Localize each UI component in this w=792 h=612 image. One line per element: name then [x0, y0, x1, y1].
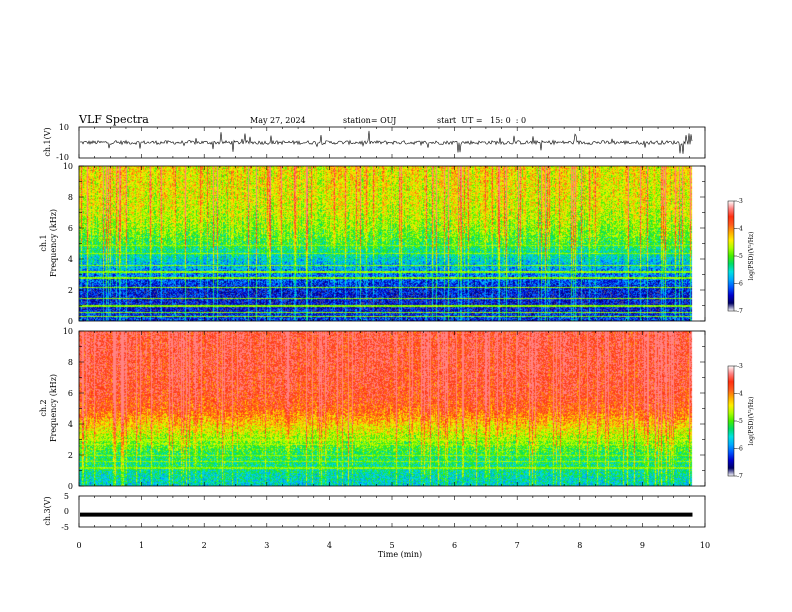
ch1-colorbar-label: log(PSD)(V²/Hz)	[748, 232, 755, 281]
ch1-colorbar-tick-label: -4	[737, 226, 743, 233]
spec2-ytick-label: 8	[68, 358, 73, 367]
ch2-colorbar-tick-label: -5	[737, 418, 743, 425]
ch1-colorbar-tick-label: -6	[737, 281, 743, 288]
ch1-waveform-trace	[79, 130, 693, 154]
ch2-colorbar-tick-label: -4	[737, 391, 743, 398]
ch2-spectrogram-heatmap	[79, 331, 705, 486]
ch2-spectrogram-ylabel-channel: ch.2	[39, 399, 48, 416]
ch1-spectrogram-y-ticks: 0 2 4 6 8 10	[63, 162, 705, 326]
ch1-colorbar-tick-label: -3	[737, 198, 743, 205]
time-axis-tick-label: 2	[202, 541, 207, 550]
ch2-colorbar	[727, 365, 735, 477]
ch1-colorbar-ticks: -3 -4 -5 -6 -7	[734, 198, 743, 315]
ch1-ytick-top: 10	[59, 123, 69, 132]
ch3-ytick-top: 5	[64, 492, 69, 501]
ch2-colorbar-tick-label: -7	[737, 473, 743, 480]
ch3-ytick-mid: 0	[64, 507, 69, 516]
ch1-waveform-x-ticks	[78, 127, 706, 158]
ch3-ytick-bottom: -5	[61, 523, 69, 532]
ch2-colorbar-tick-label: -3	[737, 363, 743, 370]
time-axis-tick-label: 4	[327, 541, 332, 550]
ch3-waveform-panel: 5 0 -5 ch.3(V)	[43, 492, 706, 532]
ch1-spectrogram-heatmap	[79, 166, 705, 321]
spec2-ytick-label: 10	[63, 327, 73, 336]
time-axis-label: Time (min)	[378, 550, 422, 559]
ch1-spectrogram-ylabel: Frequency (kHz)	[49, 209, 58, 277]
time-axis-tick-label: 6	[452, 541, 457, 550]
time-axis-tick-label: 10	[700, 541, 710, 550]
spec1-ytick-label: 4	[68, 255, 73, 264]
spec2-ytick-label: 4	[68, 420, 73, 429]
ch1-colorbar-tick-label: -7	[737, 308, 743, 315]
ch1-spectrogram-image-container	[79, 166, 705, 321]
ch1-ytick-bottom: -10	[56, 153, 69, 162]
time-axis-tick-label: 9	[640, 541, 645, 550]
spec1-ytick-label: 8	[68, 193, 73, 202]
ch2-spectrogram-image-container	[79, 331, 705, 486]
start-time-label: start UT = 15: 0 : 0	[437, 116, 526, 125]
ch2-colorbar-ticks: -3 -4 -5 -6 -7	[734, 363, 743, 480]
ch2-spectrogram-ylabel: Frequency (kHz)	[49, 374, 58, 442]
ch3-waveform-ylabel: ch.3(V)	[43, 496, 52, 525]
ch3-waveform-frame	[78, 495, 706, 528]
time-axis-tick-label: 8	[577, 541, 582, 550]
ch2-spectrogram-y-ticks: 0 2 4 6 8 10	[63, 327, 705, 491]
spec2-ytick-label: 0	[68, 482, 73, 491]
spec1-ytick-label: 0	[68, 317, 73, 326]
spec2-ytick-label: 2	[68, 451, 73, 460]
ch1-colorbar	[727, 200, 735, 312]
time-axis-tick-label: 3	[264, 541, 269, 550]
time-axis-tick-label: 7	[515, 541, 520, 550]
time-axis-tick-label: 1	[139, 541, 144, 550]
ch1-waveform-panel: 10 -10 ch.1(V)	[43, 123, 706, 162]
time-axis-tick-labels: 0 1 2 3 4 5 6 7 8 9 10	[76, 541, 710, 550]
time-axis-tick-label: 5	[389, 541, 394, 550]
station-label: station= OUJ	[343, 116, 396, 125]
ch2-spectrogram-x-ticks	[78, 331, 706, 486]
ch2-colorbar-label: log(PSD)(V²/Hz)	[748, 397, 755, 446]
spec2-ytick-label: 6	[68, 389, 73, 398]
date-label: May 27, 2024	[250, 116, 306, 125]
ch2-colorbar-tick-label: -6	[737, 446, 743, 453]
ch1-spectrogram-ylabel-channel: ch.1	[39, 234, 48, 251]
ch1-spectrogram-x-ticks	[78, 166, 706, 321]
ch1-colorbar-tick-label: -5	[737, 253, 743, 260]
spec1-ytick-label: 2	[68, 286, 73, 295]
ch3-waveform-x-ticks	[78, 496, 706, 527]
spec1-ytick-label: 10	[63, 162, 73, 171]
chart-title: VLF Spectra	[78, 113, 149, 126]
time-axis-tick-label: 0	[76, 541, 81, 550]
ch1-waveform-ylabel: ch.1(V)	[43, 127, 52, 156]
spec1-ytick-label: 6	[68, 224, 73, 233]
